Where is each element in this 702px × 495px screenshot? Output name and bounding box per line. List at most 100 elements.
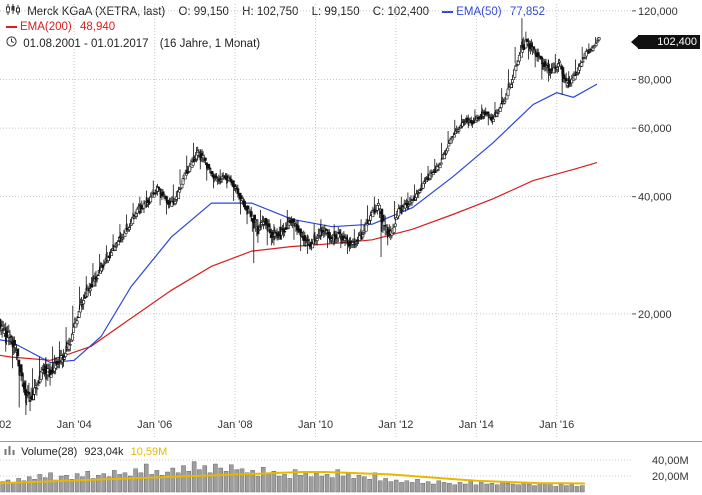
candle-body bbox=[580, 62, 584, 67]
volume-bar bbox=[181, 465, 186, 493]
volume-bar bbox=[154, 470, 160, 493]
volume-bar bbox=[553, 486, 559, 493]
x-tick-label: Jan '06 bbox=[137, 419, 172, 431]
volume-bar bbox=[197, 469, 202, 493]
y-tick-label: 20,000 bbox=[638, 309, 672, 321]
candle-body bbox=[114, 246, 118, 248]
last-price-tag: 102,400 bbox=[638, 35, 700, 49]
x-axis: Jan '02 Jan '04 Jan '06 Jan '08 Jan '10 Jan '… bbox=[0, 419, 574, 431]
volume-bar bbox=[303, 472, 309, 493]
candle-body bbox=[68, 344, 72, 346]
volume-bar bbox=[516, 484, 521, 493]
candle-body bbox=[72, 326, 76, 333]
volume-bar bbox=[393, 479, 399, 493]
volume-bar bbox=[319, 475, 325, 493]
volume-bar bbox=[324, 474, 330, 493]
volume-bar bbox=[133, 468, 138, 493]
candle-body bbox=[283, 230, 287, 233]
volume-bar bbox=[346, 473, 351, 493]
candle-body bbox=[95, 277, 99, 280]
volume-bar bbox=[250, 470, 255, 493]
candle-body bbox=[438, 164, 442, 169]
volume-bar bbox=[383, 478, 388, 493]
x-tick-label: Jan '10 bbox=[298, 419, 333, 431]
candle-layer bbox=[0, 18, 601, 415]
volume-bar bbox=[175, 472, 181, 493]
candle-body bbox=[558, 60, 561, 63]
candle-body bbox=[183, 172, 187, 180]
candle-body bbox=[532, 46, 536, 50]
y-tick-label: 80,000 bbox=[638, 74, 672, 86]
candle-body bbox=[591, 47, 595, 51]
volume-y-axis: 40,00M 20,00M bbox=[652, 455, 689, 483]
volume-bar bbox=[245, 472, 250, 493]
y-tick-label: 60,000 bbox=[638, 123, 672, 135]
volume-legend: Volume(28) 923,04k 10,59M bbox=[4, 445, 167, 459]
volume-bar bbox=[314, 471, 319, 493]
volume-bar bbox=[367, 479, 372, 493]
x-tick-label: Jan '08 bbox=[217, 419, 252, 431]
candle-body bbox=[378, 204, 381, 209]
candle-body bbox=[514, 65, 518, 71]
volume-bar bbox=[186, 471, 192, 493]
volume-bar bbox=[170, 467, 176, 493]
candle-body bbox=[249, 211, 253, 217]
volume-bar bbox=[80, 476, 85, 493]
y-tick-label: 40,000 bbox=[638, 192, 672, 204]
volume-bar bbox=[138, 472, 144, 493]
volume-bar bbox=[377, 480, 383, 493]
volume-bar bbox=[441, 482, 447, 493]
volume-bar bbox=[260, 467, 266, 493]
chart-header: Merck KGaA (XETRA, last) O: 99,150 H: 10… bbox=[6, 4, 545, 20]
candle-body bbox=[103, 262, 107, 264]
candle-body bbox=[418, 190, 422, 193]
ema200-legend: EMA(200) 48,940 bbox=[6, 20, 115, 35]
candle-body bbox=[453, 134, 456, 138]
volume-bar bbox=[239, 468, 245, 493]
volume-bar bbox=[298, 475, 303, 493]
volume-bar bbox=[112, 470, 117, 493]
volume-bar bbox=[484, 483, 489, 493]
volume-average-layer bbox=[0, 471, 586, 485]
volume-bar bbox=[548, 484, 553, 493]
volume-bar bbox=[229, 464, 234, 493]
candle-body bbox=[28, 400, 32, 402]
volume-bar bbox=[37, 474, 43, 493]
volume-chart[interactable]: 40,00M 20,00M bbox=[0, 442, 702, 495]
candle-body bbox=[393, 223, 397, 227]
volume-bar bbox=[101, 473, 106, 493]
volume-bar bbox=[564, 485, 569, 493]
volume-bar bbox=[223, 471, 229, 493]
ema200-layer bbox=[0, 162, 598, 361]
candle-body bbox=[573, 75, 577, 80]
volume-bars bbox=[0, 461, 585, 493]
candle-body bbox=[102, 264, 106, 266]
clock-icon bbox=[6, 36, 17, 52]
candle-body bbox=[236, 188, 240, 194]
candle-body bbox=[247, 208, 251, 212]
volume-bar bbox=[489, 483, 495, 493]
volume-bar bbox=[69, 479, 75, 493]
volume-average: 10,59M bbox=[130, 446, 168, 458]
volume-bar bbox=[85, 471, 91, 493]
volume-tick-label: 20,00M bbox=[652, 471, 689, 483]
volume-bar bbox=[213, 463, 218, 493]
volume-tick-label: 40,00M bbox=[652, 455, 689, 467]
candle-body bbox=[179, 187, 183, 190]
volume-bar bbox=[53, 479, 59, 493]
candle-body bbox=[446, 147, 450, 152]
price-grid bbox=[0, 4, 632, 438]
volume-bar bbox=[159, 475, 165, 493]
volume-bar bbox=[11, 483, 16, 493]
ema200-value: 48,940 bbox=[79, 21, 116, 33]
last-price-label: 102,400 bbox=[657, 36, 697, 48]
candle-body bbox=[315, 238, 319, 241]
volume-bar bbox=[431, 483, 436, 493]
ema200-swatch bbox=[6, 25, 17, 28]
open-value: O: 99,150 bbox=[178, 6, 229, 18]
volume-bar bbox=[510, 483, 516, 493]
candle-body bbox=[49, 374, 53, 378]
candle-body bbox=[75, 320, 79, 325]
candle-body bbox=[88, 288, 92, 291]
